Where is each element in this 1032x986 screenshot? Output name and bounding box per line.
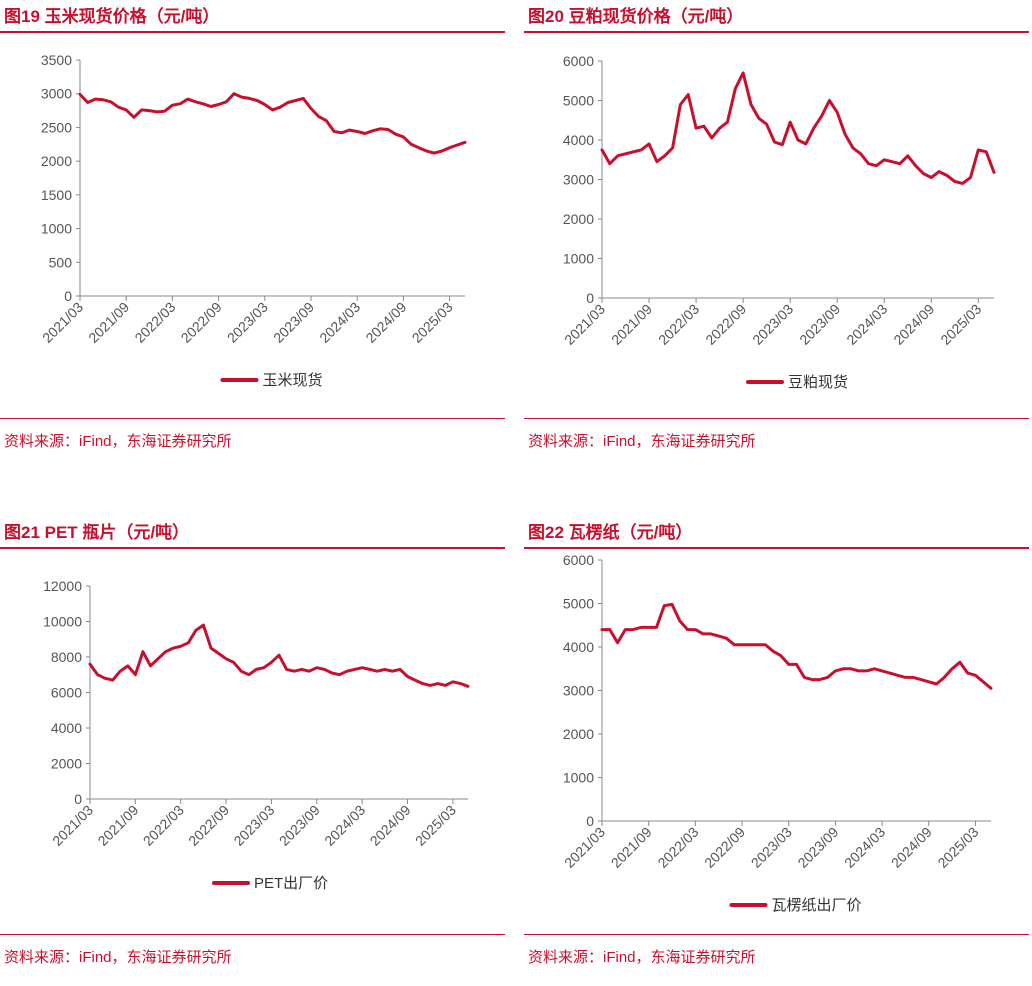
title-divider: [0, 31, 505, 33]
y-tick-label: 4000: [563, 132, 594, 148]
legend-label: PET出厂价: [254, 875, 328, 892]
x-tick-label: 2023/09: [270, 299, 317, 346]
x-tick-label: 2025/03: [934, 824, 981, 871]
x-tick-label: 2023/03: [748, 824, 795, 871]
line-chart: 0 2000 4000 6000 8000 10000 12000 2021/032021/0…: [43, 578, 470, 892]
x-tick-label: 2021/09: [94, 802, 141, 849]
x-tick-label: 2023/03: [749, 301, 796, 348]
chart-panel-corn: 图19 玉米现货价格（元/吨） 0 500 1000 1500 2000 2500 3000…: [0, 0, 505, 470]
x-tick-label: 2023/09: [796, 301, 843, 348]
y-tick-label: 2500: [41, 119, 72, 135]
source-divider: [0, 934, 505, 935]
title-divider: [524, 547, 1029, 549]
x-tick-label: 2025/03: [412, 802, 459, 849]
y-tick-label: 1000: [563, 251, 594, 267]
y-tick-label: 4000: [563, 639, 594, 655]
y-tick-label: 6000: [563, 53, 594, 69]
source-note: 资料来源：iFind，东海证券研究所: [4, 949, 232, 966]
source-note: 资料来源：iFind，东海证券研究所: [528, 433, 756, 450]
legend-label: 玉米现货: [263, 372, 323, 389]
title-divider: [524, 31, 1029, 33]
y-tick-label: 3000: [563, 683, 594, 699]
y-tick-label: 2000: [41, 153, 72, 169]
x-tick-label: 2024/09: [890, 301, 937, 348]
x-tick-label: 2021/03: [561, 824, 608, 871]
chart-title: 图20 豆粕现货价格（元/吨）: [528, 7, 744, 26]
x-tick-label: 2023/03: [224, 299, 271, 346]
x-tick-label: 2024/03: [321, 802, 368, 849]
y-tick-label: 5000: [563, 93, 594, 109]
source-divider: [524, 934, 1029, 935]
x-tick-label: 2022/03: [140, 802, 187, 849]
series-line: [78, 92, 467, 155]
y-tick-label: 8000: [51, 649, 82, 665]
y-tick-label: 5000: [563, 596, 594, 612]
y-tick-label: 6000: [563, 552, 594, 568]
x-tick-label: 2024/09: [888, 824, 935, 871]
chart-title: 图19 玉米现货价格（元/吨）: [4, 7, 220, 26]
y-tick-label: 500: [49, 254, 73, 270]
chart-panel-pet: 图21 PET 瓶片（元/吨） 0 2000 4000 6000 8000 10000 12…: [0, 516, 505, 986]
x-tick-label: 2024/03: [841, 824, 888, 871]
y-tick-label: 10000: [43, 614, 82, 630]
chart-title: 图21 PET 瓶片（元/吨）: [4, 523, 190, 542]
series-line: [600, 71, 996, 185]
source-note: 资料来源：iFind，东海证券研究所: [528, 949, 756, 966]
y-tick-label: 0: [74, 791, 82, 807]
y-tick-label: 2000: [563, 726, 594, 742]
x-tick-label: 2021/03: [39, 299, 86, 346]
x-tick-label: 2022/03: [654, 824, 701, 871]
legend-label: 豆粕现货: [788, 374, 848, 391]
x-tick-label: 2025/03: [937, 301, 984, 348]
y-tick-label: 3000: [563, 172, 594, 188]
x-tick-label: 2025/03: [409, 299, 456, 346]
source-note: 资料来源：iFind，东海证券研究所: [4, 433, 232, 450]
y-tick-label: 1500: [41, 187, 72, 203]
line-chart: 0 500 1000 1500 2000 2500 3000 3500 2021/03 2021/…: [39, 52, 467, 389]
y-tick-label: 3000: [41, 86, 72, 102]
source-divider: [524, 418, 1029, 419]
x-tick-label: 2022/09: [178, 299, 225, 346]
y-tick-label: 1000: [41, 221, 72, 237]
y-tick-label: 0: [64, 288, 72, 304]
x-tick-label: 2023/03: [230, 802, 277, 849]
x-tick-label: 2021/09: [608, 301, 655, 348]
x-tick-label: 2022/09: [185, 802, 232, 849]
x-tick-label: 2023/09: [794, 824, 841, 871]
title-divider: [0, 547, 505, 549]
y-tick-label: 0: [586, 290, 594, 306]
series-line: [600, 602, 993, 690]
y-tick-label: 12000: [43, 578, 82, 594]
x-tick-label: 2024/03: [843, 301, 890, 348]
x-tick-label: 2021/03: [49, 802, 96, 849]
chart-panel-corrugated: 图22 瓦楞纸（元/吨） 0 1000 2000 3000 4000 5000 6000 20…: [524, 516, 1029, 986]
y-tick-label: 2000: [563, 211, 594, 227]
x-tick-label: 2022/09: [701, 824, 748, 871]
x-tick-label: 2023/09: [276, 802, 323, 849]
x-tick-label: 2022/03: [131, 299, 178, 346]
y-tick-label: 2000: [51, 756, 82, 772]
chart-title: 图22 瓦楞纸（元/吨）: [528, 523, 693, 542]
y-tick-label: 6000: [51, 685, 82, 701]
chart-panel-soymeal: 图20 豆粕现货价格（元/吨） 0 1000 2000 3000 4000 5000 600…: [524, 0, 1029, 470]
x-tick-label: 2022/09: [702, 301, 749, 348]
x-tick-label: 2021/09: [608, 824, 655, 871]
y-tick-label: 4000: [51, 720, 82, 736]
x-tick-label: 2024/03: [316, 299, 363, 346]
y-tick-label: 0: [586, 813, 594, 829]
x-tick-label: 2021/03: [561, 301, 608, 348]
x-tick-label: 2024/09: [362, 299, 409, 346]
series-line: [88, 623, 470, 688]
x-tick-label: 2021/09: [85, 299, 132, 346]
source-divider: [0, 418, 505, 419]
y-tick-label: 3500: [41, 52, 72, 68]
x-tick-label: 2022/03: [655, 301, 702, 348]
legend-label: 瓦楞纸出厂价: [772, 897, 862, 914]
y-tick-label: 1000: [563, 770, 594, 786]
x-tick-label: 2024/09: [367, 802, 414, 849]
